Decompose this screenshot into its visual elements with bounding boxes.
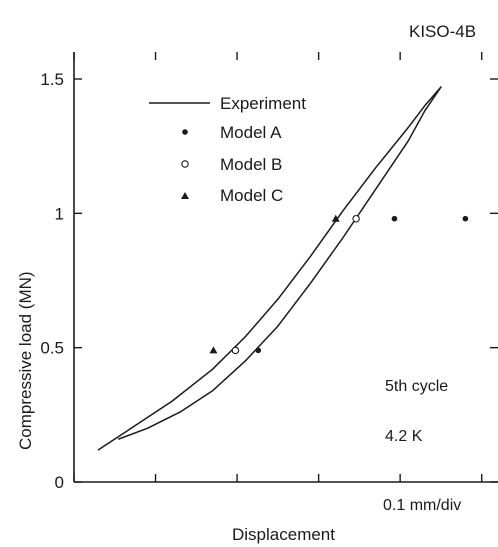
axis-ticks: 0 0.5 1 1.5 bbox=[40, 52, 498, 492]
y-tick-label: 1 bbox=[55, 204, 64, 223]
model-c-point bbox=[209, 346, 218, 354]
model-a-point bbox=[462, 215, 469, 222]
legend-model-a-marker bbox=[182, 129, 188, 135]
model-a-point bbox=[391, 215, 398, 222]
x-scale-note: 0.1 mm/div bbox=[383, 497, 461, 514]
plot-area bbox=[73, 52, 498, 483]
experiment-loading-curve bbox=[97, 86, 442, 451]
legend-label-experiment: Experiment bbox=[220, 94, 306, 113]
model-a-point bbox=[255, 347, 262, 354]
y-tick-label: 0.5 bbox=[40, 339, 64, 358]
model-b-point bbox=[352, 214, 360, 223]
model-b-point bbox=[231, 346, 240, 355]
legend-model-c-marker bbox=[181, 192, 189, 199]
y-tick-label: 1.5 bbox=[40, 70, 64, 89]
y-axis-label: Compressive load (MN) bbox=[16, 271, 35, 450]
chart-title: KISO-4B bbox=[409, 22, 476, 41]
legend-label-model-b: Model B bbox=[220, 155, 282, 174]
cycle-annotation: 5th cycle bbox=[385, 378, 448, 395]
y-tick-label: 0 bbox=[55, 473, 64, 492]
temperature-annotation: 4.2 K bbox=[385, 428, 423, 445]
experiment-unloading-curve bbox=[118, 86, 442, 440]
model-points bbox=[209, 214, 469, 355]
model-c-point bbox=[331, 214, 340, 222]
legend-model-b-marker bbox=[181, 160, 189, 168]
legend-label-model-c: Model C bbox=[220, 186, 283, 205]
x-axis-label: Displacement bbox=[232, 525, 335, 544]
legend: Experiment Model A Model B Model C bbox=[149, 94, 306, 205]
experiment-curves bbox=[97, 86, 442, 451]
legend-label-model-a: Model A bbox=[220, 123, 282, 142]
